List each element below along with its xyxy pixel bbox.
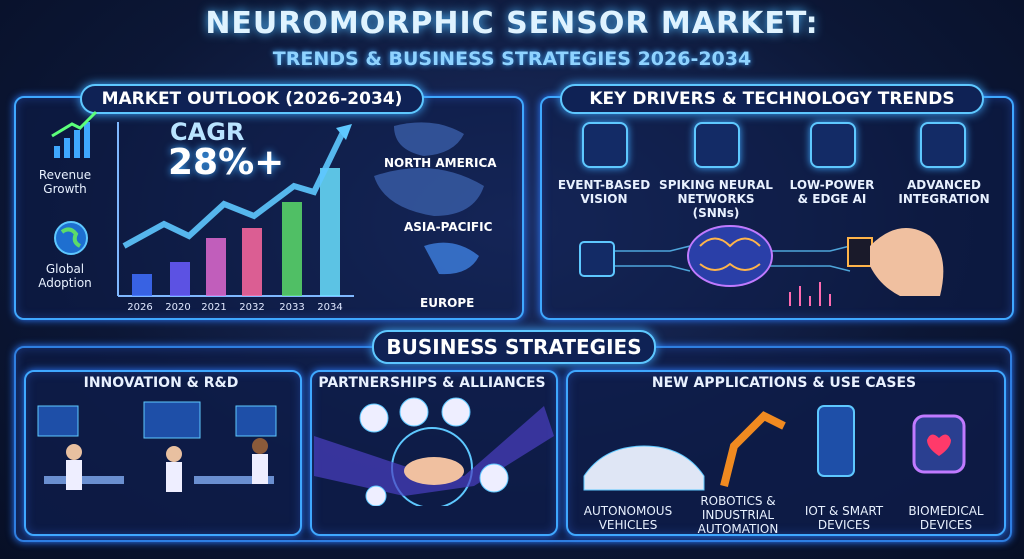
cagr-label: CAGR bbox=[170, 118, 245, 146]
driver-icon bbox=[582, 122, 628, 168]
section-title: NEW APPLICATIONS & USE CASES bbox=[651, 375, 917, 391]
strategies-title: BUSINESS STRATEGIES bbox=[372, 330, 656, 364]
year-label: 2032 bbox=[239, 302, 265, 313]
market-title: MARKET OUTLOOK (2026-2034) bbox=[80, 84, 424, 114]
driver-label: SPIKING NEURAL NETWORKS (SNNs) bbox=[659, 178, 773, 220]
globe-icon bbox=[54, 221, 88, 255]
strategy-art bbox=[37, 397, 966, 506]
region-label: EUROPE bbox=[420, 296, 475, 310]
region-label: NORTH AMERICA bbox=[384, 156, 497, 170]
driver-label: ADVANCED INTEGRATION bbox=[898, 178, 990, 206]
cagr-value: 28%+ bbox=[168, 142, 285, 183]
subtitle: TRENDS & BUSINESS STRATEGIES 2026-2034 bbox=[272, 48, 752, 70]
year-label: 2026 bbox=[127, 302, 153, 313]
application-label: AUTONOMOUS VEHICLES bbox=[583, 504, 673, 532]
side-label: Revenue Growth bbox=[38, 168, 92, 196]
driver-label: EVENT-BASED VISION bbox=[557, 178, 651, 206]
growth-icon bbox=[51, 110, 98, 158]
drivers-title: KEY DRIVERS & TECHNOLOGY TRENDS bbox=[560, 84, 984, 114]
brain-art bbox=[579, 225, 944, 306]
section-title: INNOVATION & R&D bbox=[83, 375, 239, 391]
application-label: ROBOTICS & INDUSTRIAL AUTOMATION bbox=[697, 494, 779, 536]
application-label: IOT & SMART DEVICES bbox=[804, 504, 884, 532]
driver-icon bbox=[810, 122, 856, 168]
side-label: Global Adoption bbox=[38, 262, 92, 290]
year-label: 2021 bbox=[201, 302, 227, 313]
market-art bbox=[51, 110, 484, 297]
year-label: 2020 bbox=[165, 302, 191, 313]
driver-icon bbox=[694, 122, 740, 168]
title: NEUROMORPHIC SENSOR MARKET: bbox=[205, 6, 819, 41]
driver-icon bbox=[920, 122, 966, 168]
application-label: BIOMEDICAL DEVICES bbox=[908, 504, 984, 532]
region-label: ASIA-PACIFIC bbox=[404, 220, 493, 234]
year-label: 2034 bbox=[317, 302, 343, 313]
year-label: 2033 bbox=[279, 302, 305, 313]
driver-label: LOW-POWER & EDGE AI bbox=[789, 178, 875, 206]
section-title: PARTNERSHIPS & ALLIANCES bbox=[318, 375, 546, 391]
